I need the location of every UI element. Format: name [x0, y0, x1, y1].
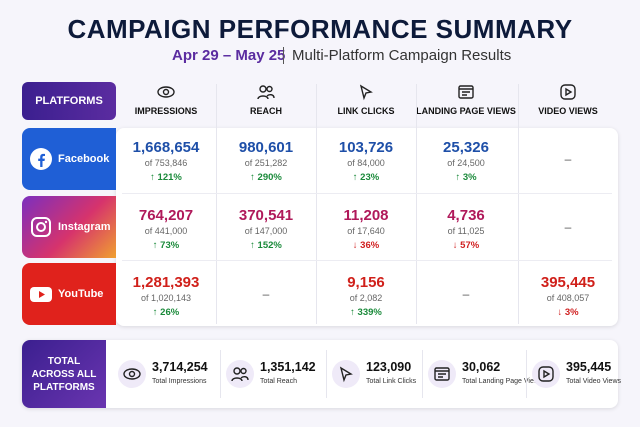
table-card — [116, 128, 618, 326]
totals-label: TOTAL ACROSS ALL PLATFORMS — [22, 340, 106, 408]
icon — [537, 365, 555, 383]
row-divider — [122, 193, 612, 194]
total-value: 1,351,142 — [260, 360, 316, 374]
total-value: 30,062 — [462, 360, 501, 374]
total-divider — [326, 350, 327, 398]
cell-change: ↑ 73% — [152, 240, 180, 251]
icon — [257, 83, 275, 101]
column-header: LINK CLICKS — [337, 106, 395, 116]
icon — [123, 365, 141, 383]
total-divider — [526, 350, 527, 398]
cell-change: ↓ 36% — [352, 240, 380, 251]
column-divider — [416, 84, 417, 324]
icon — [433, 365, 451, 383]
empty-cell: – — [564, 220, 572, 234]
cell-value: 1,668,654 — [132, 139, 200, 156]
platform-cell: YouTube — [22, 263, 116, 325]
total-icon — [332, 360, 360, 388]
cell-target: of 753,846 — [144, 158, 188, 168]
empty-cell: – — [564, 152, 572, 166]
title: CAMPAIGN PERFORMANCE SUMMARY — [67, 14, 573, 44]
cell-change: ↑ 121% — [150, 172, 182, 183]
cell-change: ↑ 3% — [455, 172, 477, 183]
date-range: Apr 29 – May 25 — [172, 47, 286, 64]
cell-change: ↓ 3% — [557, 307, 579, 318]
cell-change: ↑ 26% — [152, 307, 180, 318]
total-value: 123,090 — [366, 360, 412, 374]
column-header: IMPRESSIONS — [134, 106, 198, 116]
cell-target: of 2,082 — [349, 293, 383, 303]
platforms-header: PLATFORMS — [22, 82, 116, 120]
cell-value: 764,207 — [138, 207, 194, 224]
cell-target: of 147,000 — [244, 226, 288, 236]
subtitle: Multi-Platform Campaign Results — [292, 47, 512, 64]
total-icon — [428, 360, 456, 388]
cell-value: 103,726 — [338, 139, 394, 156]
platform-logo — [30, 148, 52, 170]
column-header: VIDEO VIEWS — [538, 106, 598, 116]
total-label: Total Landing Page Views — [462, 378, 543, 385]
cell-value: 370,541 — [238, 207, 294, 224]
cell-target: of 408,057 — [546, 293, 590, 303]
column-header: LANDING PAGE VIEWS — [416, 106, 516, 116]
cell-target: of 1,020,143 — [140, 293, 192, 303]
column-divider — [216, 84, 217, 324]
total-label: Total Link Clicks — [366, 378, 417, 385]
cell-value: 980,601 — [238, 139, 294, 156]
cell-value: 25,326 — [443, 139, 489, 156]
total-divider — [422, 350, 423, 398]
total-label: Total Reach — [260, 378, 297, 385]
column-divider — [316, 84, 317, 324]
cell-target: of 17,640 — [347, 226, 385, 236]
cell-target: of 24,500 — [447, 158, 485, 168]
cell-change: ↓ 57% — [452, 240, 480, 251]
total-label: Total Impressions — [152, 378, 207, 385]
cell-target: of 11,025 — [447, 226, 485, 236]
row-divider — [122, 260, 612, 261]
cell-change: ↑ 339% — [350, 307, 382, 318]
cell-value: 4,736 — [447, 207, 485, 224]
platform-cell: Facebook — [22, 128, 116, 190]
cell-target: of 441,000 — [144, 226, 188, 236]
cell-value: 9,156 — [347, 274, 385, 291]
cell-change: ↑ 152% — [250, 240, 282, 251]
icon — [337, 365, 355, 383]
icon — [157, 83, 175, 101]
platform-logo — [30, 283, 52, 305]
total-value: 395,445 — [566, 360, 612, 374]
total-value: 3,714,254 — [152, 360, 208, 374]
total-icon — [118, 360, 146, 388]
platform-logo — [30, 216, 52, 238]
platform-cell: Instagram — [22, 196, 116, 258]
empty-cell: – — [262, 287, 270, 301]
icon — [231, 365, 249, 383]
column-header: REACH — [249, 106, 282, 116]
empty-cell: – — [462, 287, 470, 301]
cell-value: 11,208 — [343, 207, 389, 224]
cell-value: 395,445 — [540, 274, 596, 291]
divider — [283, 47, 284, 64]
column-divider — [518, 84, 519, 324]
total-icon — [226, 360, 254, 388]
cell-change: ↑ 23% — [352, 172, 380, 183]
total-icon — [532, 360, 560, 388]
cell-target: of 84,000 — [347, 158, 385, 168]
total-divider — [220, 350, 221, 398]
icon — [357, 83, 375, 101]
total-label: Total Video Views — [566, 378, 621, 385]
icon — [559, 83, 577, 101]
cell-change: ↑ 290% — [250, 172, 282, 183]
totals-card — [22, 340, 618, 408]
cell-target: of 251,282 — [244, 158, 288, 168]
cell-value: 1,281,393 — [132, 274, 200, 291]
icon — [457, 83, 475, 101]
